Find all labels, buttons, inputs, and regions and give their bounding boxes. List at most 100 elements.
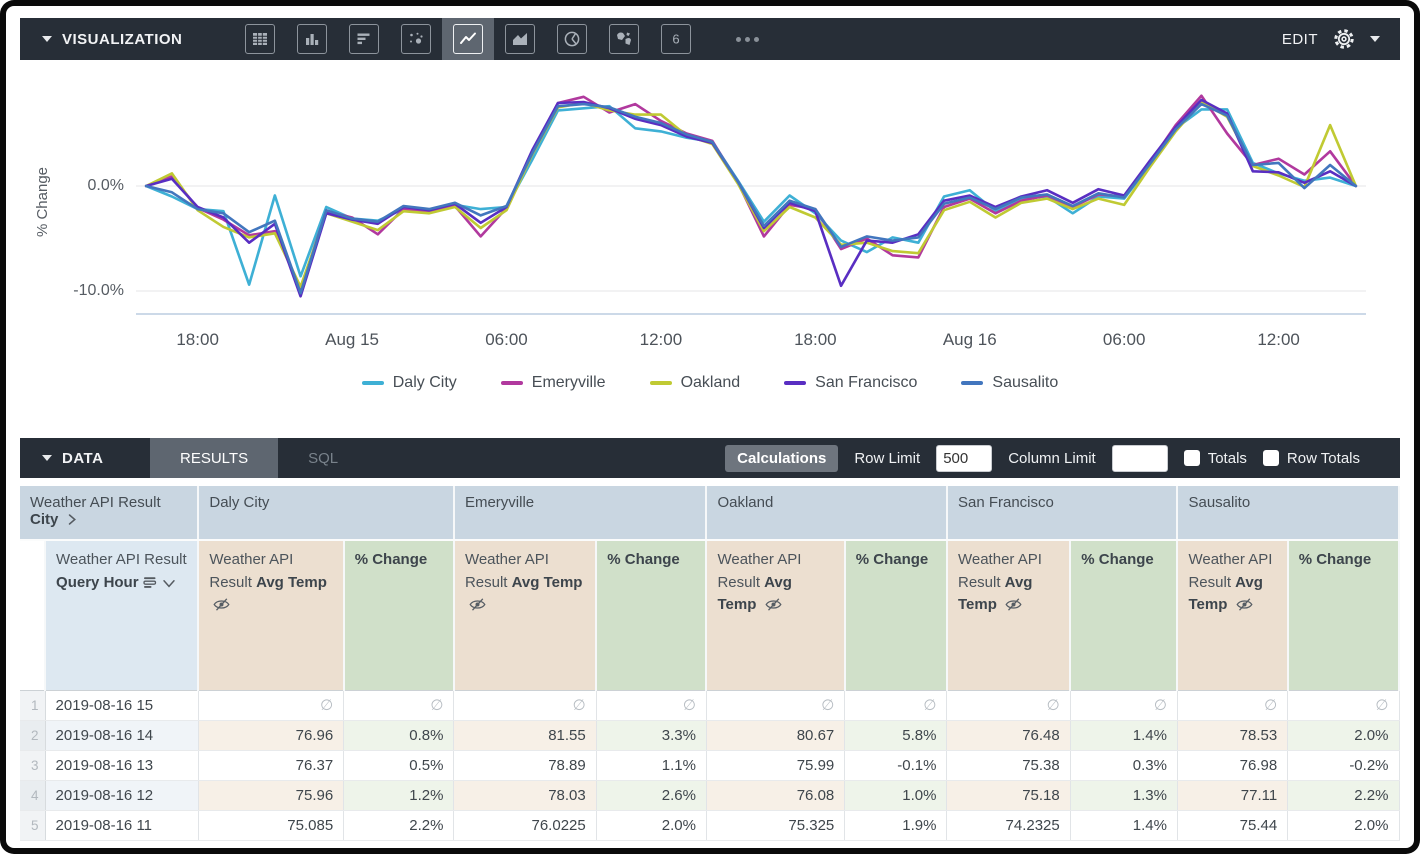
legend-item-oakland[interactable]: Oakland bbox=[649, 374, 740, 392]
pct-change-cell[interactable]: ∅ bbox=[596, 690, 707, 721]
pct-change-cell[interactable]: ∅ bbox=[343, 690, 455, 721]
avg-temp-header-daly-city[interactable]: Weather API Result Avg Temp bbox=[198, 540, 345, 691]
hidden-eye-icon[interactable] bbox=[765, 598, 782, 611]
viz-type-area-button[interactable] bbox=[494, 18, 546, 60]
pct-change-header-san-francisco[interactable]: % Change bbox=[1070, 540, 1179, 691]
legend-item-sausalito[interactable]: Sausalito bbox=[961, 374, 1058, 392]
pct-change-cell[interactable]: 5.8% bbox=[844, 720, 948, 751]
settings-caret-icon[interactable] bbox=[1370, 36, 1380, 42]
pct-change-cell[interactable]: 0.3% bbox=[1070, 750, 1178, 781]
city-group-header-oakland[interactable]: Oakland bbox=[706, 486, 948, 541]
pct-change-cell[interactable]: 1.2% bbox=[343, 780, 455, 811]
viz-type-map-button[interactable] bbox=[598, 18, 650, 60]
avg-temp-cell[interactable]: 75.44 bbox=[1177, 810, 1289, 841]
pct-change-cell[interactable]: 2.2% bbox=[1287, 780, 1400, 811]
pct-change-cell[interactable]: 1.0% bbox=[844, 780, 948, 811]
hidden-eye-icon[interactable] bbox=[469, 598, 486, 611]
pct-change-cell[interactable]: 0.8% bbox=[343, 720, 455, 751]
pct-change-cell[interactable]: 2.0% bbox=[1287, 810, 1400, 841]
row-limit-input[interactable] bbox=[936, 444, 993, 472]
avg-temp-cell[interactable]: ∅ bbox=[1177, 690, 1289, 721]
avg-temp-header-san-francisco[interactable]: Weather API Result Avg Temp bbox=[946, 540, 1072, 691]
more-chart-types-icon[interactable] bbox=[736, 36, 759, 42]
viz-type-line-button[interactable] bbox=[442, 18, 494, 60]
pct-change-cell[interactable]: 2.0% bbox=[596, 810, 707, 841]
avg-temp-cell[interactable]: 78.53 bbox=[1177, 720, 1289, 751]
pct-change-cell[interactable]: 0.5% bbox=[343, 750, 455, 781]
pivot-dimension-header[interactable]: Weather API Result City bbox=[20, 486, 200, 541]
legend-item-emeryville[interactable]: Emeryville bbox=[500, 374, 606, 392]
row-totals-checkbox[interactable] bbox=[1262, 450, 1279, 466]
avg-temp-header-sausalito[interactable]: Weather API Result Avg Temp bbox=[1177, 540, 1289, 691]
city-group-header-emeryville[interactable]: Emeryville bbox=[453, 486, 708, 541]
avg-temp-cell[interactable]: 76.96 bbox=[198, 720, 345, 751]
hour-cell[interactable]: 2019-08-16 11 bbox=[45, 810, 199, 841]
avg-temp-cell[interactable]: 76.08 bbox=[706, 780, 846, 811]
chevron-right-icon[interactable] bbox=[67, 513, 77, 526]
pct-change-cell[interactable]: ∅ bbox=[1070, 690, 1178, 721]
collapse-caret-icon[interactable] bbox=[42, 36, 52, 42]
tab-results[interactable]: RESULTS bbox=[150, 438, 279, 478]
pct-change-cell[interactable]: 2.2% bbox=[343, 810, 455, 841]
city-group-header-sausalito[interactable]: Sausalito bbox=[1177, 486, 1400, 541]
legend-item-san-francisco[interactable]: San Francisco bbox=[784, 374, 917, 392]
pct-change-header-emeryville[interactable]: % Change bbox=[596, 540, 708, 691]
pct-change-cell[interactable]: 2.6% bbox=[596, 780, 707, 811]
data-collapse-caret-icon[interactable] bbox=[42, 455, 52, 461]
pct-change-header-oakland[interactable]: % Change bbox=[844, 540, 948, 691]
pct-change-header-sausalito[interactable]: % Change bbox=[1287, 540, 1401, 691]
avg-temp-cell[interactable]: 78.03 bbox=[453, 780, 597, 811]
hour-cell[interactable]: 2019-08-16 14 bbox=[45, 720, 199, 751]
avg-temp-cell[interactable]: 75.18 bbox=[946, 780, 1071, 811]
viz-type-column-button[interactable] bbox=[286, 18, 338, 60]
avg-temp-cell[interactable]: 76.98 bbox=[1177, 750, 1289, 781]
hour-cell[interactable]: 2019-08-16 12 bbox=[45, 780, 199, 811]
tab-sql[interactable]: SQL bbox=[308, 449, 339, 467]
city-group-header-daly-city[interactable]: Daly City bbox=[198, 486, 455, 541]
avg-temp-header-emeryville[interactable]: Weather API Result Avg Temp bbox=[453, 540, 598, 691]
hidden-eye-icon[interactable] bbox=[213, 598, 230, 611]
viz-type-bar-button[interactable] bbox=[338, 18, 390, 60]
column-limit-input[interactable] bbox=[1111, 444, 1168, 472]
visualization-header[interactable]: VISUALIZATION bbox=[20, 31, 234, 48]
viz-type-pie-button[interactable] bbox=[546, 18, 598, 60]
settings-gear-icon[interactable] bbox=[1332, 27, 1356, 51]
hidden-eye-icon[interactable] bbox=[1005, 598, 1022, 611]
avg-temp-cell[interactable]: 77.11 bbox=[1177, 780, 1289, 811]
avg-temp-cell[interactable]: ∅ bbox=[453, 690, 597, 721]
city-group-header-san-francisco[interactable]: San Francisco bbox=[946, 486, 1179, 541]
hour-cell[interactable]: 2019-08-16 15 bbox=[45, 690, 199, 721]
pct-change-cell[interactable]: 3.3% bbox=[596, 720, 707, 751]
avg-temp-cell[interactable]: ∅ bbox=[198, 690, 345, 721]
pct-change-cell[interactable]: -0.1% bbox=[844, 750, 948, 781]
chevron-down-icon[interactable] bbox=[162, 579, 176, 589]
edit-button[interactable]: EDIT bbox=[1281, 30, 1318, 48]
avg-temp-cell[interactable]: 78.89 bbox=[453, 750, 597, 781]
avg-temp-cell[interactable]: 76.48 bbox=[946, 720, 1071, 751]
pct-change-cell[interactable]: ∅ bbox=[844, 690, 948, 721]
calculations-button[interactable]: Calculations bbox=[725, 444, 839, 472]
viz-type-table-button[interactable] bbox=[234, 18, 286, 60]
avg-temp-cell[interactable]: 75.38 bbox=[946, 750, 1071, 781]
avg-temp-cell[interactable]: 74.2325 bbox=[946, 810, 1071, 841]
hour-cell[interactable]: 2019-08-16 13 bbox=[45, 750, 199, 781]
pct-change-cell[interactable]: 1.4% bbox=[1070, 720, 1178, 751]
avg-temp-cell[interactable]: 75.96 bbox=[198, 780, 345, 811]
data-header[interactable]: DATA bbox=[20, 450, 150, 467]
avg-temp-cell[interactable]: 81.55 bbox=[453, 720, 597, 751]
avg-temp-header-oakland[interactable]: Weather API Result Avg Temp bbox=[706, 540, 846, 691]
viz-type-scatter-button[interactable] bbox=[390, 18, 442, 60]
avg-temp-cell[interactable]: ∅ bbox=[946, 690, 1071, 721]
avg-temp-cell[interactable]: 75.99 bbox=[706, 750, 846, 781]
totals-checkbox[interactable] bbox=[1183, 450, 1200, 466]
hidden-eye-icon[interactable] bbox=[1236, 598, 1253, 611]
pct-change-header-daly-city[interactable]: % Change bbox=[343, 540, 455, 691]
pct-change-cell[interactable]: ∅ bbox=[1287, 690, 1400, 721]
viz-type-single-value-button[interactable]: 6 bbox=[650, 18, 702, 60]
avg-temp-cell[interactable]: ∅ bbox=[706, 690, 846, 721]
pct-change-cell[interactable]: 1.1% bbox=[596, 750, 707, 781]
avg-temp-cell[interactable]: 75.085 bbox=[198, 810, 345, 841]
pct-change-cell[interactable]: 1.3% bbox=[1070, 780, 1178, 811]
avg-temp-cell[interactable]: 76.37 bbox=[198, 750, 345, 781]
legend-item-daly-city[interactable]: Daly City bbox=[361, 374, 457, 392]
